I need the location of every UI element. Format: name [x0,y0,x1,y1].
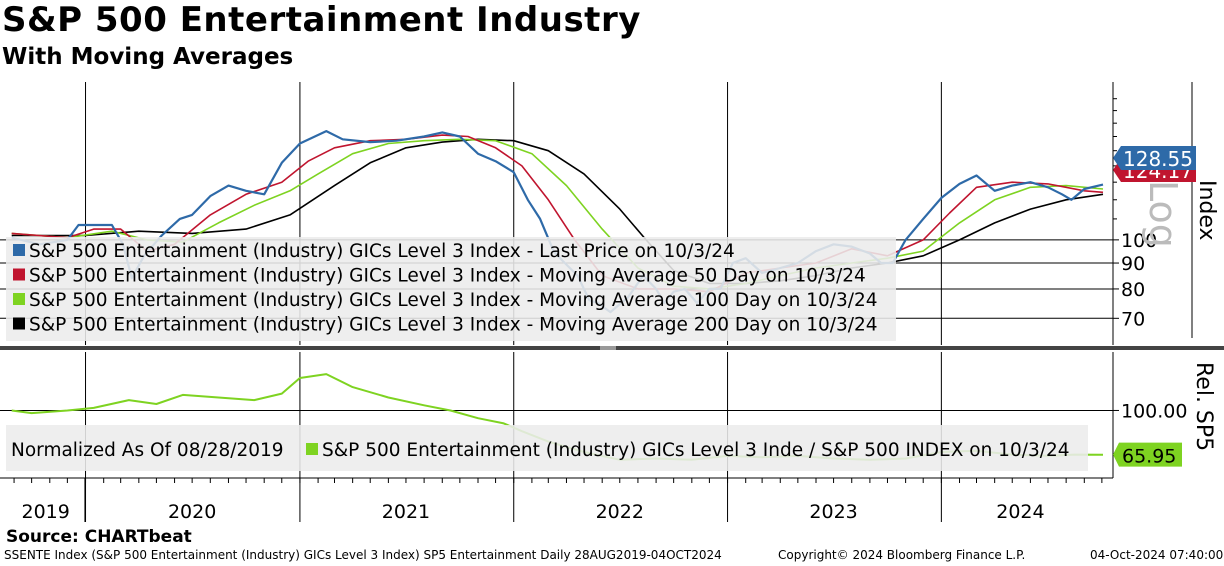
relative-legend-swatch [306,443,318,455]
year-tick-label: 2024 [996,501,1044,523]
series-line-ma50 [11,134,1104,293]
legend-background [6,237,896,341]
relative-last-badge-shape [1113,442,1182,467]
year-tick-label: 2022 [596,501,644,523]
footer-copyright: Copyright© 2024 Bloomberg Finance L.P. [778,548,1026,562]
legend-swatch-ma200 [13,317,25,330]
price-last-badge-text: 128.55 [1123,147,1193,171]
relative-tick-label: 100.00 [1121,400,1187,422]
year-tick-label: 2023 [809,501,857,523]
price-tick-label: 70 [1121,308,1145,330]
year-tick-label: 2019 [22,501,70,523]
legend-label-last_price: S&P 500 Entertainment (Industry) GICs Le… [29,241,735,262]
relative-axis-title: Rel. SP5 [1191,362,1216,451]
year-tick-label: 2020 [168,501,216,523]
legend-label-ma100: S&P 500 Entertainment (Industry) GICs Le… [29,290,878,311]
relative-last-badge-text: 65.95 [1122,446,1176,468]
series-line-ma100 [11,138,1104,290]
panel-separator-grip [600,346,616,350]
chart-title: S&P 500 Entertainment Industry [2,0,641,40]
price-axis-title: Index [1194,180,1219,241]
legend: S&P 500 Entertainment (Industry) GICs Le… [6,237,1088,471]
legend-label-ma50: S&P 500 Entertainment (Industry) GICs Le… [29,266,866,287]
price-tick-label: 100 [1121,230,1157,252]
price-tick-label: 80 [1121,279,1145,301]
legend-swatch-ma50 [13,268,25,281]
footer-description: SSENTE Index (S&P 500 Entertainment (Ind… [4,548,722,562]
footer-timestamp: 04-Oct-2024 07:40:00 [1090,548,1224,562]
legend-label-ma200: S&P 500 Entertainment (Industry) GICs Le… [29,315,878,336]
legend-swatch-ma100 [13,293,25,305]
chart-source: Source: CHARTbeat [6,527,192,547]
relative-legend-label: S&P 500 Entertainment (Industry) GICs Le… [322,440,1070,461]
relative-normalized-note: Normalized As Of 08/28/2019 [11,440,284,461]
price-tick-label: 90 [1121,253,1145,275]
legend-swatch-last_price [13,244,25,256]
log-scale-watermark: Log [1141,180,1185,248]
series-line-ma200 [11,138,1104,285]
year-tick-label: 2021 [382,501,430,523]
relative-legend-background [6,425,1088,471]
chart-subtitle: With Moving Averages [2,44,294,70]
price-last-badge-shape [1113,146,1196,170]
